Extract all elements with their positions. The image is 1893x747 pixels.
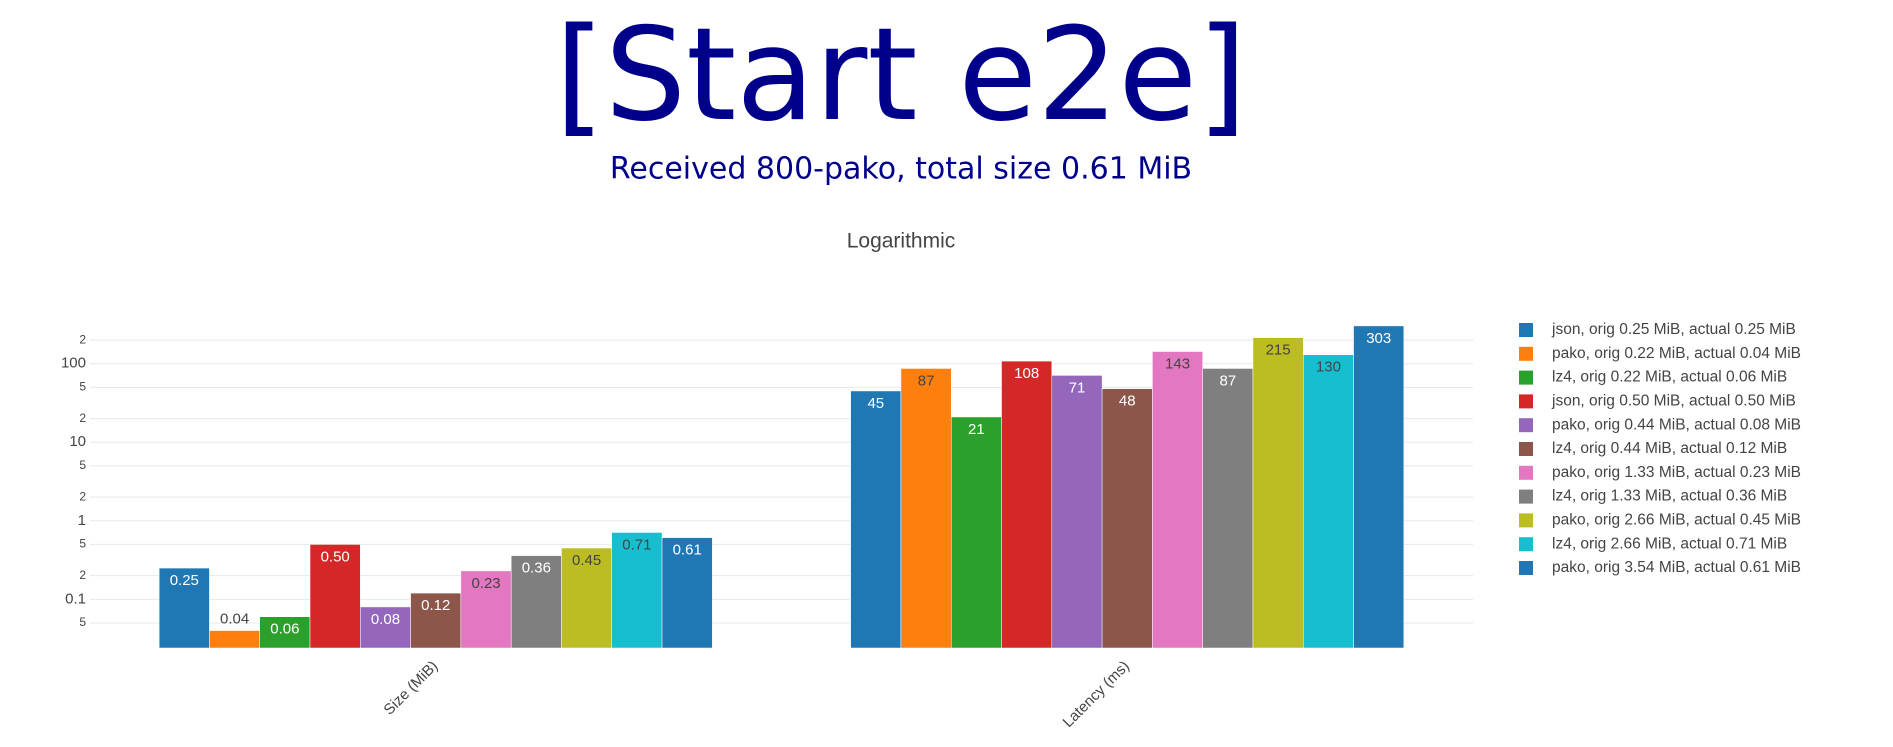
value-label: 215 [1266,342,1291,359]
value-label: 45 [867,395,884,412]
value-label: 0.61 [673,542,702,559]
legend-label: json, orig 0.50 MiB, actual 0.50 MiB [1551,392,1796,409]
legend-label: lz4, orig 0.44 MiB, actual 0.12 MiB [1552,440,1787,457]
bar [850,390,902,649]
legend-swatch [1519,442,1533,456]
legend-label: lz4, orig 0.22 MiB, actual 0.06 MiB [1552,369,1787,386]
legend-swatch [1519,489,1533,504]
legend-label: pako, orig 0.22 MiB, actual 0.04 MiB [1552,345,1801,362]
value-label: 108 [1014,365,1039,382]
value-label: 87 [918,372,935,389]
legend-swatch [1519,323,1533,337]
y-tick-label: 2 [79,332,86,346]
legend-swatch [1519,465,1533,480]
value-label: 71 [1069,379,1086,396]
bar [410,592,462,649]
bar [1101,388,1153,649]
value-label: 0.23 [471,575,500,592]
legend-swatch [1519,513,1533,528]
bar [158,567,210,649]
bar [360,606,411,649]
value-label: 48 [1119,393,1136,410]
bar [1303,354,1354,649]
value-label: 0.50 [321,548,350,565]
bar [661,537,713,649]
value-label: 21 [968,421,985,438]
bar [510,555,562,649]
chart-title: Logarithmic [847,230,956,253]
bar [259,616,311,649]
value-label: 0.06 [270,621,299,638]
y-tick-label: 2 [79,568,86,582]
page-title: [Start e2e] [555,1,1247,150]
page-subtitle: Received 800-pako, total size 0.61 MiB [610,152,1192,187]
legend-label: lz4, orig 1.33 MiB, actual 0.36 MiB [1552,488,1787,505]
bar [309,544,361,649]
value-label: 0.04 [220,611,249,628]
legend-label: pako, orig 2.66 MiB, actual 0.45 MiB [1552,511,1801,528]
value-label: 0.36 [522,560,551,577]
value-label: 0.25 [170,572,199,589]
bar [460,570,512,649]
bar [1252,337,1304,649]
legend-swatch [1519,346,1533,361]
value-label: 87 [1219,372,1236,389]
legend-label: pako, orig 1.33 MiB, actual 0.23 MiB [1552,464,1801,481]
value-label: 0.71 [622,536,651,553]
legend-label: lz4, orig 2.66 MiB, actual 0.71 MiB [1552,535,1787,552]
value-label: 0.08 [371,611,400,628]
bar [1353,325,1405,649]
bar [611,532,663,649]
y-tick-label: 2 [79,489,86,503]
legend-swatch [1519,394,1533,409]
y-tick-label: 10 [69,433,86,450]
y-tick-label: 5 [79,537,86,551]
y-tick-label: 5 [79,380,86,394]
value-label: 303 [1366,330,1391,347]
bar [1001,360,1053,649]
legend-swatch [1519,537,1533,552]
x-tick-label: Size (MiB) [380,658,441,719]
bar [1202,368,1254,649]
legend-label: pako, orig 3.54 MiB, actual 0.61 MiB [1552,559,1801,576]
bar [1051,375,1103,649]
y-tick-label: 5 [79,615,86,629]
legend-label: json, orig 0.25 MiB, actual 0.25 MiB [1551,321,1796,338]
bar [209,630,260,649]
bar [561,547,613,649]
y-tick-label: 0.1 [65,590,86,607]
y-tick-label: 100 [61,355,86,372]
y-tick-label: 2 [79,411,86,425]
value-label: 0.45 [572,552,601,569]
y-tick-label: 1 [78,512,86,529]
x-tick-label: Latency (ms) [1060,658,1133,731]
legend-label: pako, orig 0.44 MiB, actual 0.08 MiB [1552,416,1801,433]
legend-swatch [1519,370,1533,385]
bar [950,416,1002,649]
y-tick-label: 5 [79,458,86,472]
value-label: 130 [1316,359,1341,376]
bar [900,368,952,649]
value-label: 0.12 [421,597,450,614]
value-label: 143 [1165,355,1190,372]
legend-swatch [1519,561,1533,575]
bar [1152,351,1203,649]
legend-swatch [1519,418,1533,433]
